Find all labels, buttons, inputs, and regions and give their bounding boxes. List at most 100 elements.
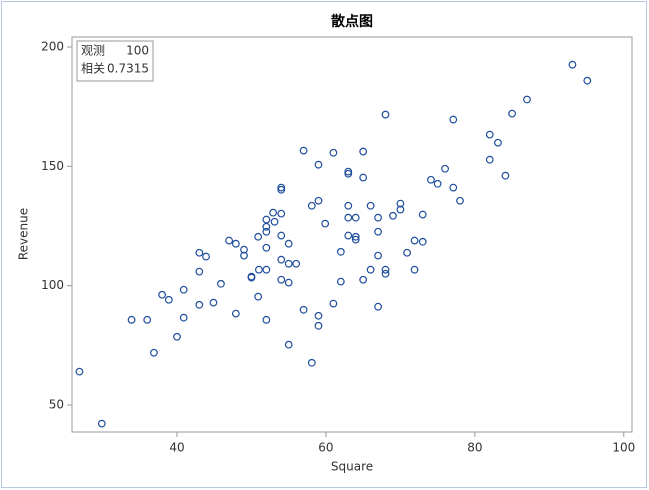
point xyxy=(410,265,419,274)
point xyxy=(299,305,308,314)
point xyxy=(396,199,405,208)
point xyxy=(231,309,240,318)
point xyxy=(403,248,412,257)
point xyxy=(523,95,531,104)
point xyxy=(262,265,271,274)
point xyxy=(209,298,218,307)
point xyxy=(195,248,204,257)
x-tick-label: 100 xyxy=(612,441,635,455)
point xyxy=(501,171,510,180)
point xyxy=(247,273,256,282)
plot-area xyxy=(71,36,633,433)
x-tick-label: 60 xyxy=(318,441,333,455)
point xyxy=(277,209,286,218)
point xyxy=(195,300,204,309)
point xyxy=(568,60,577,69)
point xyxy=(217,279,225,288)
point xyxy=(307,201,316,210)
point xyxy=(179,313,188,322)
point xyxy=(277,275,286,284)
point xyxy=(284,278,293,287)
point xyxy=(508,109,517,118)
point xyxy=(314,196,323,205)
point xyxy=(381,110,390,119)
inset-box xyxy=(76,40,154,82)
point xyxy=(255,265,263,274)
point xyxy=(374,251,382,260)
point xyxy=(344,213,353,222)
point xyxy=(292,259,301,268)
chart-title: 散点图 xyxy=(331,13,373,30)
point xyxy=(381,265,390,274)
point xyxy=(449,183,458,192)
point xyxy=(366,201,375,210)
point xyxy=(314,321,323,330)
point xyxy=(381,269,390,278)
point xyxy=(583,76,592,85)
point xyxy=(329,299,338,308)
point xyxy=(202,252,210,261)
point xyxy=(277,183,286,192)
point xyxy=(485,130,494,139)
point xyxy=(374,302,382,311)
point xyxy=(329,148,338,157)
point xyxy=(299,146,308,155)
point xyxy=(277,255,286,264)
point xyxy=(374,227,382,236)
point xyxy=(359,173,368,182)
point xyxy=(284,259,293,268)
point xyxy=(410,236,419,245)
point xyxy=(351,213,360,222)
point xyxy=(307,358,316,367)
point xyxy=(262,227,271,236)
point xyxy=(195,267,204,276)
point xyxy=(314,160,323,169)
point xyxy=(277,231,286,240)
x-axis-label: Square xyxy=(331,460,373,474)
inset-label: 观测 xyxy=(81,44,105,58)
inset-value: 0.7315 xyxy=(107,62,149,76)
point xyxy=(150,348,158,357)
point xyxy=(225,236,234,245)
point xyxy=(456,196,464,205)
point xyxy=(344,169,353,178)
point xyxy=(231,239,240,248)
point xyxy=(494,138,502,147)
point xyxy=(336,277,345,286)
point xyxy=(284,239,293,248)
y-tick-label: 50 xyxy=(49,398,64,412)
x-tick-label: 40 xyxy=(169,441,184,455)
point xyxy=(127,315,136,324)
point xyxy=(396,205,405,214)
point xyxy=(418,210,427,219)
point xyxy=(254,292,263,301)
point xyxy=(344,201,353,210)
point xyxy=(179,285,188,294)
point xyxy=(164,295,173,304)
point xyxy=(433,179,442,188)
point xyxy=(97,419,106,428)
point xyxy=(351,232,360,241)
point xyxy=(374,213,382,222)
inset-value: 100 xyxy=(126,44,149,58)
point xyxy=(158,290,167,299)
point xyxy=(262,222,271,231)
point xyxy=(75,367,84,376)
point xyxy=(427,175,435,184)
point xyxy=(240,245,248,254)
point xyxy=(143,315,152,324)
point xyxy=(389,211,397,220)
point xyxy=(336,247,345,256)
point xyxy=(284,340,293,349)
y-tick-label: 100 xyxy=(41,278,64,292)
point xyxy=(449,115,458,124)
point xyxy=(262,315,271,324)
point xyxy=(254,232,263,241)
point xyxy=(270,217,279,226)
inset-label: 相关 xyxy=(81,62,105,76)
point xyxy=(351,235,360,244)
point xyxy=(240,251,248,260)
point xyxy=(418,237,427,246)
